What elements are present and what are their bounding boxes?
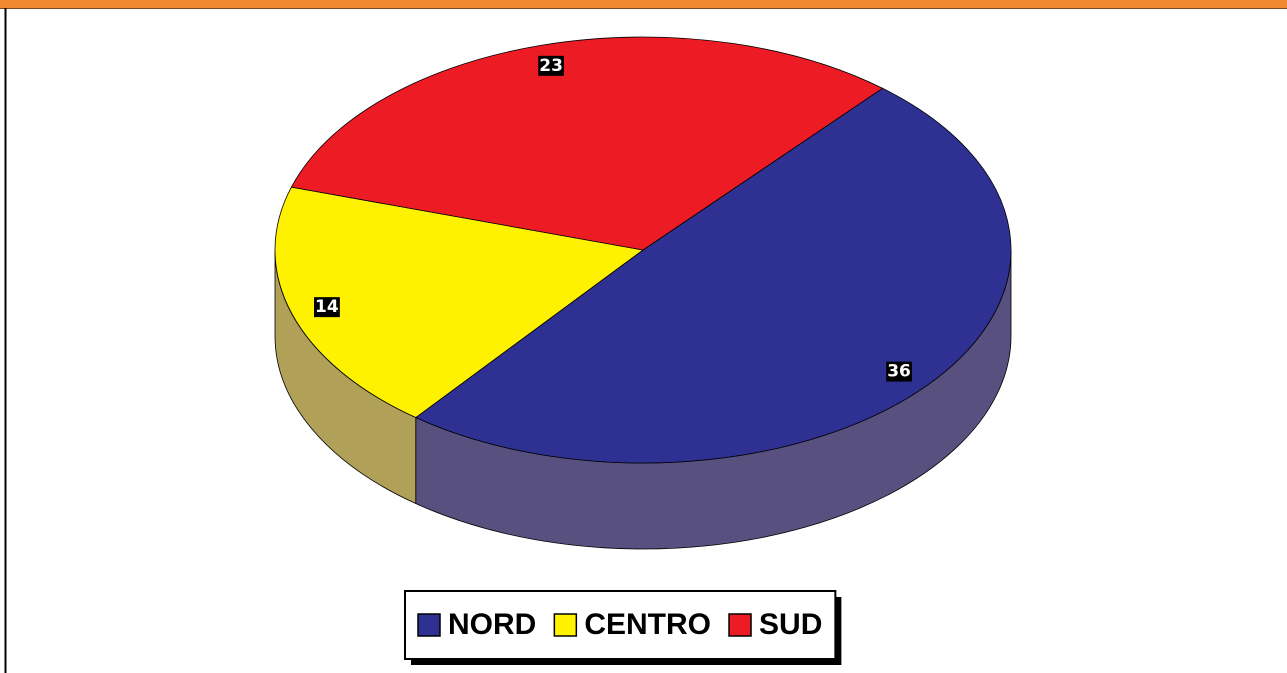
data-label-bg	[886, 361, 912, 382]
legend-swatch	[553, 613, 578, 637]
legend-label: SUD	[759, 608, 822, 641]
legend-label: NORD	[448, 608, 536, 641]
data-label: 14	[315, 297, 339, 317]
slice	[414, 87, 1012, 464]
data-label-bg	[314, 297, 340, 318]
legend-box	[404, 590, 837, 660]
legend-label: CENTRO	[584, 608, 711, 641]
data-label: 36	[887, 362, 911, 382]
slice	[290, 36, 884, 251]
data-label-bg	[538, 55, 564, 76]
data-label: 23	[539, 56, 563, 76]
top-bar	[0, 0, 1287, 8]
slice	[274, 186, 644, 419]
legend-swatch	[417, 613, 441, 637]
legend-swatch	[728, 613, 752, 637]
